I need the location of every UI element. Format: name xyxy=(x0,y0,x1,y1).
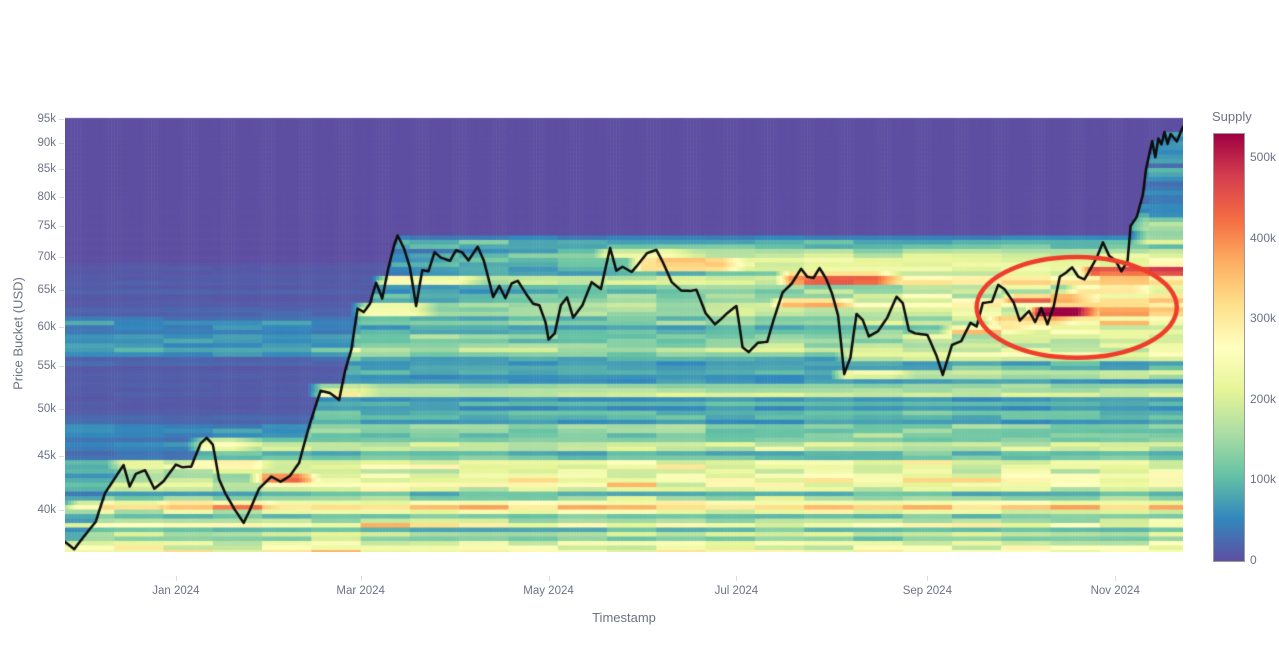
x-axis-title: Timestamp xyxy=(592,610,656,625)
y-tick-label: 95k xyxy=(37,113,56,125)
y-tick-label: 40k xyxy=(37,503,56,516)
y-tick-label: 85k xyxy=(37,163,56,176)
y-tick-mark xyxy=(59,119,64,120)
x-tick-mark xyxy=(927,576,929,581)
x-tick-label: May 2024 xyxy=(523,585,574,597)
y-tick-mark xyxy=(59,143,64,145)
y-tick-mark xyxy=(59,225,64,227)
colorbar-tick-label: 200k xyxy=(1250,391,1277,406)
y-tick-label: 80k xyxy=(37,190,56,203)
y-tick-mark xyxy=(59,326,64,328)
y-tick-label: 50k xyxy=(37,402,56,415)
colorbar-tick-label: 300k xyxy=(1250,311,1277,326)
y-tick-mark xyxy=(59,408,64,410)
y-tick-mark xyxy=(59,365,64,367)
y-tick-label: 70k xyxy=(37,250,56,263)
colorbar-tick-label: 0 xyxy=(1250,553,1257,567)
y-tick-mark xyxy=(59,456,64,458)
x-tick-mark xyxy=(175,576,177,581)
heatmap-plot[interactable] xyxy=(65,115,1183,552)
y-tick-mark xyxy=(59,196,64,198)
x-tick-label: Jan 2024 xyxy=(152,585,200,597)
x-tick-mark xyxy=(360,576,362,581)
x-tick-label: Nov 2024 xyxy=(1090,585,1140,597)
y-tick-label: 65k xyxy=(37,284,56,297)
y-tick-mark xyxy=(59,256,64,258)
y-tick-label: 55k xyxy=(37,359,56,372)
y-tick-label: 60k xyxy=(37,320,56,333)
y-tick-label: 45k xyxy=(37,450,56,463)
x-tick-mark xyxy=(1115,576,1117,581)
colorbar-tick-label: 400k xyxy=(1250,230,1277,245)
x-tick-mark xyxy=(736,576,738,581)
x-tick-label: Mar 2024 xyxy=(336,585,385,597)
x-tick-label: Sep 2024 xyxy=(902,585,952,597)
y-axis-title: Price Bucket (USD) xyxy=(10,277,26,390)
colorbar-tick-label: 100k xyxy=(1250,472,1277,487)
y-tick-label: 90k xyxy=(37,137,56,150)
y-tick-mark xyxy=(59,290,64,292)
x-tick-label: Jul 2024 xyxy=(714,585,759,597)
y-tick-label: 75k xyxy=(37,219,56,232)
colorbar-title: Supply xyxy=(1212,109,1252,124)
colorbar-gradient xyxy=(1213,133,1245,562)
y-tick-mark xyxy=(59,169,64,171)
colorbar-tick-label: 500k xyxy=(1250,150,1277,165)
y-tick-mark xyxy=(59,509,64,511)
x-tick-mark xyxy=(548,576,550,581)
